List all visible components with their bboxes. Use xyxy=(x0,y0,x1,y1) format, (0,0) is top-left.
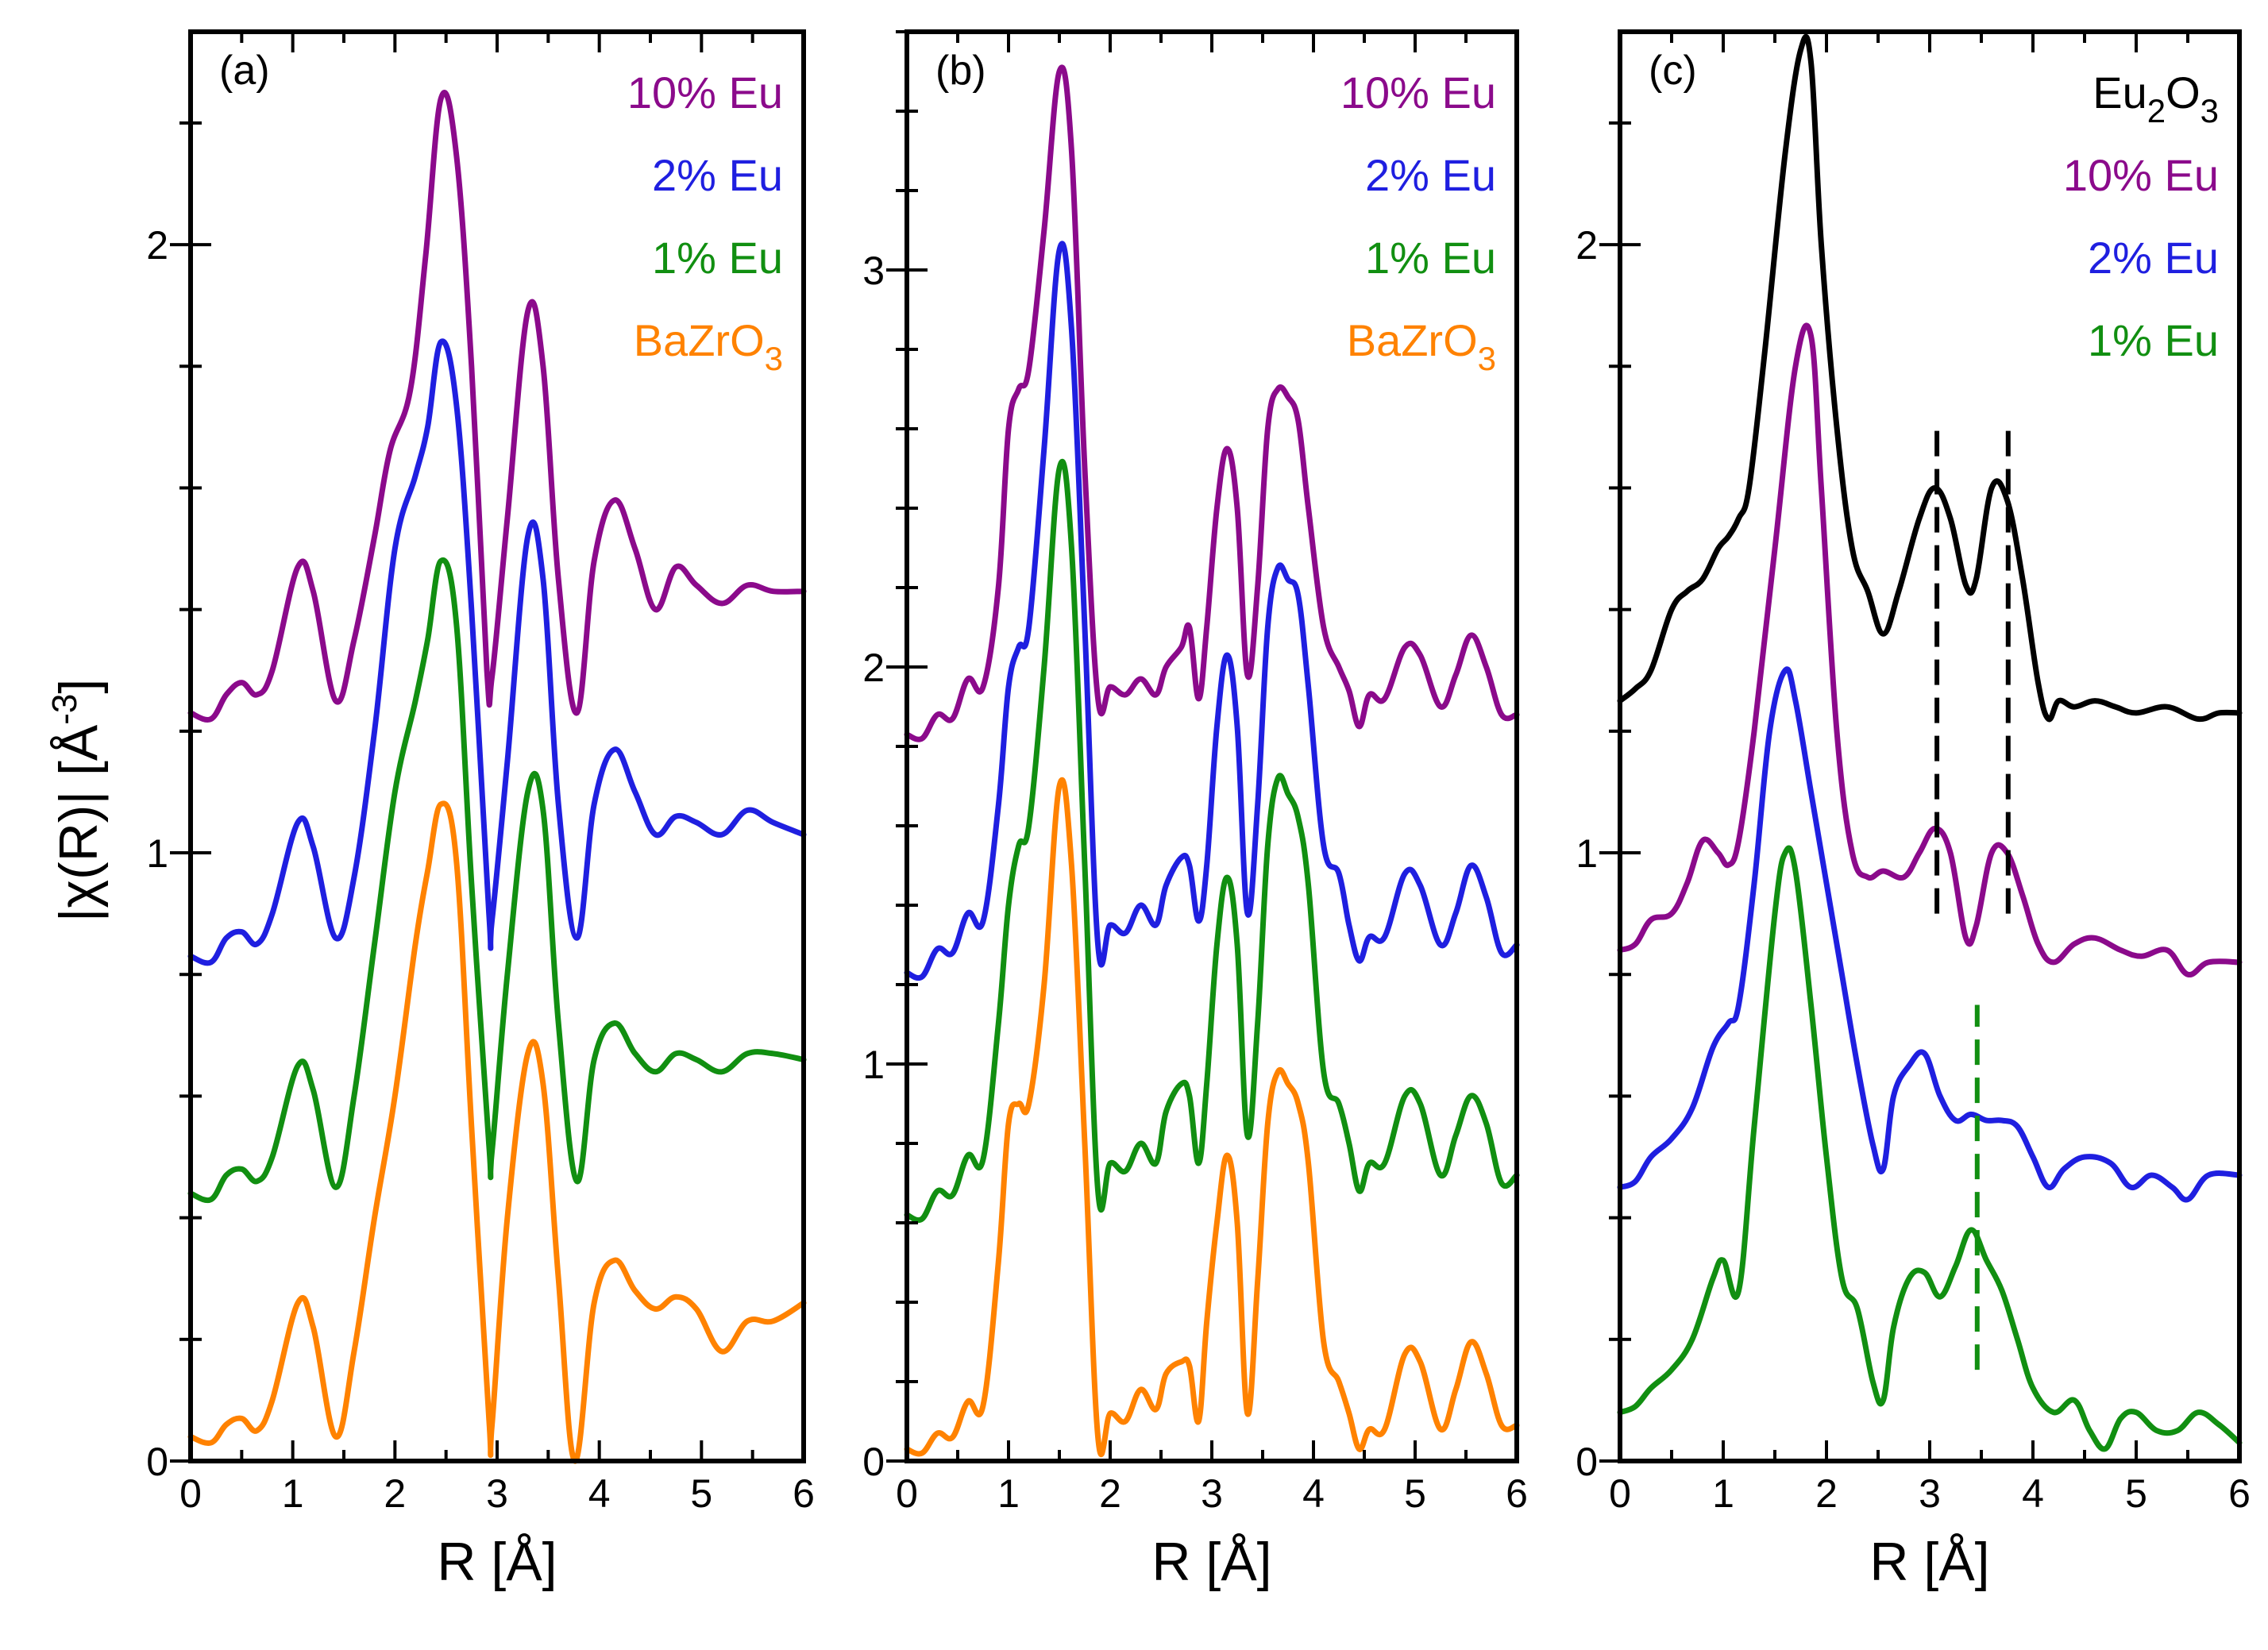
panel-b: 0 1 2 3 4 5 6 0 1 2 3 R [Å] (b) 10% Eu 2% Eu 1% Eu BaZrO… xyxy=(862,29,1528,1592)
panel-a: 0 1 2 3 4 5 6 0 1 2 R [Å] (a) 10% Eu 2% Eu 1% Eu BaZrO3 xyxy=(146,29,815,1592)
series-line-2-eu xyxy=(904,241,1520,981)
x-tick-label: 1 xyxy=(997,1471,1020,1516)
series-line-bazro3 xyxy=(187,800,807,1464)
legend-entry: 1% Eu xyxy=(652,233,783,283)
series-line-10-eu xyxy=(904,64,1520,742)
series-line-1-eu xyxy=(1617,845,2243,1452)
panel-label: (b) xyxy=(935,48,986,94)
x-tick-label: 6 xyxy=(1506,1471,1528,1516)
legend-entry: 2% Eu xyxy=(2088,233,2219,283)
y-axis-label: |χ(R)| [Å-3] xyxy=(45,679,109,923)
x-axis-label: R [Å] xyxy=(1151,1532,1271,1592)
legend-entry: 1% Eu xyxy=(1365,233,1496,283)
panel-c: 0 1 2 3 4 5 6 0 1 2 R [Å] (c) Eu2O3 10% Eu 2% Eu 1% Eu xyxy=(1576,29,2251,1592)
x-tick-label: 0 xyxy=(179,1471,202,1516)
series-line-2-eu xyxy=(187,338,807,966)
x-tick-label: 2 xyxy=(384,1471,406,1516)
panel-label: (a) xyxy=(219,48,270,94)
legend-entry: 10% Eu xyxy=(1340,67,1496,118)
series-line-eu2o3 xyxy=(1617,33,2243,723)
series-line-1-eu xyxy=(904,458,1520,1224)
y-tick-label: 0 xyxy=(146,1440,168,1484)
x-axis-label: R [Å] xyxy=(437,1532,557,1592)
x-tick-label: 3 xyxy=(1201,1471,1223,1516)
series-line-2-eu xyxy=(1617,666,2243,1203)
y-tick-label: 2 xyxy=(146,223,168,268)
x-tick-label: 0 xyxy=(896,1471,918,1516)
x-tick-label: 1 xyxy=(1712,1471,1734,1516)
x-axis-label: R [Å] xyxy=(1869,1532,1989,1592)
legend-entry: 10% Eu xyxy=(627,67,783,118)
legend-entry: 10% Eu xyxy=(2063,150,2219,200)
legend-entry: Eu2O3 xyxy=(2092,67,2219,129)
x-tick-label: 2 xyxy=(1815,1471,1838,1516)
legend-entry: BaZrO3 xyxy=(634,315,783,377)
legend-entry: 2% Eu xyxy=(652,150,783,200)
y-tick-label: 2 xyxy=(862,646,885,690)
y-tick-label: 1 xyxy=(146,831,168,876)
x-tick-label: 6 xyxy=(2228,1471,2251,1516)
x-tick-label: 3 xyxy=(486,1471,508,1516)
x-tick-label: 5 xyxy=(690,1471,712,1516)
y-axis-label-main: |χ(R)| [Å xyxy=(48,724,109,922)
series-line-1-eu xyxy=(187,557,807,1204)
x-tick-label: 5 xyxy=(1404,1471,1426,1516)
y-tick-label: 0 xyxy=(862,1440,885,1484)
y-tick-label: 0 xyxy=(1576,1440,1598,1484)
y-tick-label: 3 xyxy=(862,249,885,293)
y-tick-label: 2 xyxy=(1576,223,1598,268)
x-tick-label: 5 xyxy=(2125,1471,2147,1516)
x-tick-label: 4 xyxy=(588,1471,611,1516)
y-axis-label-exponent: -3 xyxy=(45,694,84,725)
panel-label: (c) xyxy=(1649,48,1697,94)
series-line-10-eu xyxy=(1617,322,2243,977)
series-line-10-eu xyxy=(187,90,807,723)
x-tick-label: 6 xyxy=(793,1471,815,1516)
x-tick-label: 0 xyxy=(1609,1471,1631,1516)
x-tick-label: 2 xyxy=(1099,1471,1121,1516)
x-tick-label: 4 xyxy=(1302,1471,1325,1516)
y-tick-label: 1 xyxy=(1576,831,1598,876)
x-tick-label: 1 xyxy=(282,1471,304,1516)
y-tick-label: 1 xyxy=(862,1043,885,1087)
x-tick-label: 3 xyxy=(1919,1471,1941,1516)
legend-entry: 1% Eu xyxy=(2088,315,2219,365)
y-axis-label-end: ] xyxy=(48,679,109,694)
legend-entry: BaZrO3 xyxy=(1347,315,1496,377)
series-line-bazro3 xyxy=(904,777,1520,1457)
x-tick-label: 4 xyxy=(2022,1471,2044,1516)
legend-entry: 2% Eu xyxy=(1365,150,1496,200)
